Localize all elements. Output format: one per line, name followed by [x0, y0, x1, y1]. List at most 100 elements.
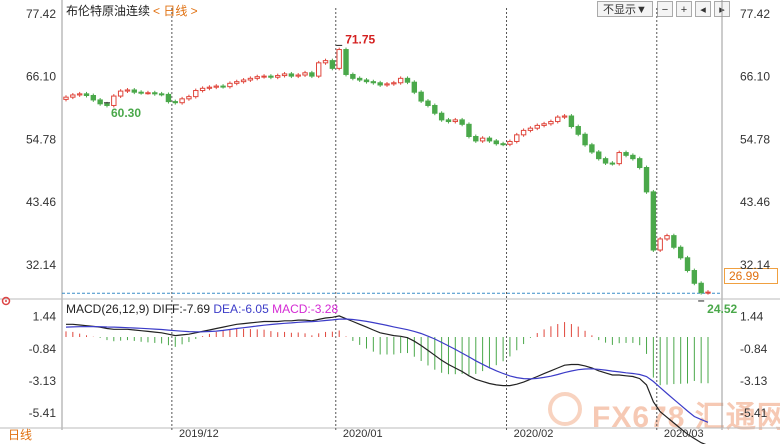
candle-body — [247, 77, 254, 81]
macd-y-tick-right: -0.84 — [740, 342, 768, 356]
candle-body — [411, 81, 418, 93]
candle-body — [555, 116, 561, 123]
diff-line — [66, 315, 707, 444]
macd-y-tick-left: -5.41 — [29, 406, 57, 420]
candle-body — [418, 91, 424, 102]
macd-value-label: MACD:-3.28 — [272, 302, 338, 316]
y-tick-left: 32.14 — [26, 258, 56, 272]
candle-body — [684, 257, 691, 272]
candle-body — [329, 60, 336, 69]
minus-button[interactable]: − — [657, 1, 673, 17]
candle-body — [363, 79, 370, 83]
candle-body — [616, 152, 622, 165]
candle-body — [90, 95, 97, 101]
candle-body — [165, 93, 172, 103]
candle-body — [261, 75, 267, 78]
candle-body — [507, 140, 513, 145]
grid-layer — [0, 0, 780, 430]
candle-body — [602, 158, 609, 164]
candle-body — [637, 158, 643, 169]
candle-body — [486, 137, 493, 142]
candle-body — [117, 90, 124, 97]
candle-body — [179, 98, 185, 104]
candle-body — [111, 95, 117, 106]
candle-body — [514, 134, 520, 142]
candle-body — [609, 162, 616, 165]
prev-icon: ◂ — [700, 4, 706, 16]
candle-body — [220, 85, 226, 88]
candle-body — [575, 126, 581, 135]
candle-body — [275, 75, 281, 78]
plus-button[interactable]: + — [676, 1, 692, 17]
candle-body — [582, 133, 588, 146]
y-tick-left: 43.46 — [26, 195, 56, 209]
candle-body — [438, 112, 445, 121]
candle-body — [104, 103, 110, 106]
candle-body — [63, 96, 69, 100]
y-tick-left: 66.10 — [26, 70, 56, 84]
candle-body — [459, 119, 465, 125]
candle-body — [548, 121, 554, 125]
period-switch-link[interactable]: < 日线 > — [153, 4, 198, 18]
minus-icon: − — [661, 4, 669, 16]
y-tick-left: 54.78 — [26, 132, 56, 146]
candle-body — [432, 104, 438, 114]
candle-body — [705, 291, 711, 294]
candle-body — [186, 96, 192, 100]
candle-body — [281, 73, 288, 77]
x-tick: 2020/03 — [664, 428, 704, 440]
y-tick-left: 77.42 — [26, 7, 56, 21]
prev-button[interactable]: ◂ — [695, 1, 711, 17]
candle-body — [479, 137, 486, 142]
macd-y-tick-right: -5.41 — [740, 406, 768, 420]
macd-diff-label: DIFF:-7.69 — [153, 302, 214, 316]
candle-body — [158, 93, 165, 96]
indicator-icon-ring — [1, 296, 11, 306]
candle-body — [356, 77, 363, 81]
x-tick: 2019/12 — [179, 428, 219, 440]
candle-body — [664, 235, 670, 240]
y-tick-right: 66.10 — [740, 70, 770, 84]
candle-body — [145, 92, 151, 95]
candle-body — [254, 76, 260, 79]
candle-body — [76, 93, 83, 96]
candle-body — [240, 79, 247, 83]
candle-body — [227, 82, 233, 88]
low-label: 24.52 — [707, 302, 737, 316]
candle-body — [630, 154, 636, 160]
candle-body — [336, 49, 342, 69]
candles-layer — [63, 47, 711, 295]
candle-body — [623, 152, 629, 156]
candle-body — [199, 87, 206, 92]
dea-line — [65, 318, 709, 423]
labels-layer: 77.42 77.42 66.10 66.10 54.78 54.78 43.46 43.46… — [1, 7, 770, 440]
candle-body — [534, 124, 540, 129]
candle-body — [316, 62, 322, 77]
candle-body — [343, 49, 349, 75]
candle-body — [466, 123, 472, 137]
y-tick-right: 32.14 — [740, 258, 770, 272]
candle-body — [561, 115, 568, 118]
x-tick: 2020/02 — [514, 428, 554, 440]
candle-body — [527, 127, 534, 131]
candle-body — [234, 81, 240, 84]
candle-body — [643, 167, 650, 193]
candle-body — [302, 72, 308, 76]
candle-body — [541, 123, 547, 126]
candle-body — [596, 151, 602, 160]
candle-body — [309, 72, 315, 77]
display-dropdown[interactable]: 不显示▼ — [597, 1, 653, 17]
high-label: 71.75 — [345, 32, 375, 46]
candle-body — [268, 75, 274, 78]
plus-icon: + — [680, 4, 688, 16]
bottom-period-label[interactable]: 日线 — [8, 428, 33, 442]
macd-legend: MACD(26,12,9) DIFF:-7.69 DEA:-6.05 MACD:… — [66, 302, 338, 316]
indicator-icon — [1, 296, 11, 306]
macd-y-tick-left: -3.13 — [29, 374, 57, 388]
candle-body — [425, 100, 431, 106]
candle-body — [445, 119, 452, 123]
candle-body — [650, 191, 657, 251]
candle-body — [473, 135, 479, 142]
